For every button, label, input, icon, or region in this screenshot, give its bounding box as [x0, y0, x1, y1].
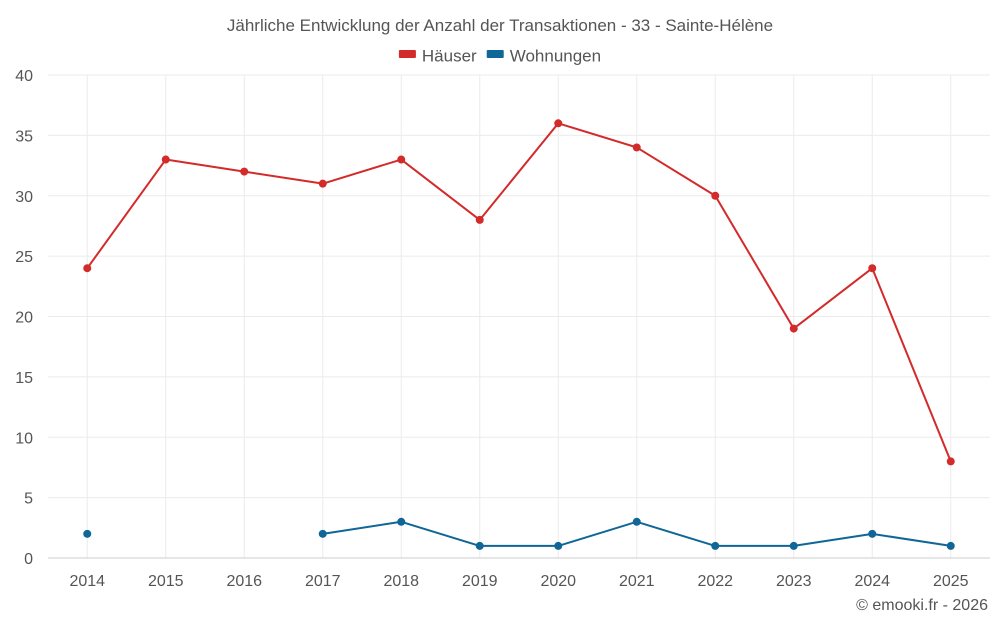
y-tick-label: 20	[15, 310, 33, 327]
y-tick-label: 5	[24, 491, 33, 508]
y-tick-label: 30	[15, 189, 33, 206]
legend-swatch	[486, 50, 504, 58]
x-tick-label: 2015	[148, 573, 184, 590]
data-point[interactable]	[83, 264, 92, 273]
data-point[interactable]	[397, 517, 406, 526]
legend: Häuser Wohnungen	[398, 46, 601, 65]
data-point[interactable]	[789, 324, 798, 333]
y-tick-label: 40	[15, 68, 33, 85]
data-point[interactable]	[161, 155, 170, 164]
data-point[interactable]	[789, 541, 798, 550]
y-tick-label: 0	[24, 551, 33, 568]
x-tick-label: 2020	[540, 573, 576, 590]
x-tick-label: 2019	[462, 573, 498, 590]
data-point[interactable]	[946, 457, 955, 466]
data-point[interactable]	[83, 529, 92, 538]
y-axis: 0 5 10 15 20 25 30 35 40	[15, 68, 33, 568]
chart-title: Jährliche Entwicklung der Anzahl der Tra…	[227, 16, 773, 35]
data-point[interactable]	[475, 215, 484, 224]
data-point[interactable]	[711, 541, 720, 550]
x-tick-label: 2025	[933, 573, 969, 590]
x-tick-label: 2014	[69, 573, 105, 590]
x-tick-label: 2022	[697, 573, 733, 590]
data-point[interactable]	[318, 179, 327, 188]
legend-swatch	[398, 50, 416, 58]
data-point[interactable]	[397, 155, 406, 164]
data-point[interactable]	[475, 541, 484, 550]
data-point[interactable]	[868, 264, 877, 273]
x-axis: 2014 2015 2016 2017 2018 2019 2020 2021 2022 2023…	[69, 573, 968, 590]
legend-item[interactable]: Wohnungen	[486, 46, 601, 65]
data-point[interactable]	[632, 143, 641, 152]
series-1	[83, 517, 955, 550]
legend-label: Wohnungen	[510, 46, 601, 65]
x-tick-label: 2021	[619, 573, 655, 590]
x-tick-label: 2016	[226, 573, 262, 590]
data-point[interactable]	[868, 529, 877, 538]
data-point[interactable]	[554, 119, 563, 128]
series-layer	[83, 119, 955, 550]
data-point[interactable]	[318, 529, 327, 538]
credit-text: © emooki.fr - 2026	[856, 597, 988, 614]
x-tick-label: 2017	[305, 573, 341, 590]
y-tick-label: 15	[15, 370, 33, 387]
y-tick-label: 10	[15, 430, 33, 447]
x-tick-label: 2024	[854, 573, 890, 590]
data-point[interactable]	[946, 541, 955, 550]
grid	[48, 74, 990, 559]
data-point[interactable]	[632, 517, 641, 526]
data-point[interactable]	[240, 167, 249, 176]
legend-item[interactable]: Häuser	[398, 46, 477, 65]
series-0	[83, 119, 955, 466]
x-tick-label: 2023	[776, 573, 812, 590]
data-point[interactable]	[711, 191, 720, 200]
legend-label: Häuser	[422, 46, 477, 65]
y-tick-label: 25	[15, 249, 33, 266]
series-line	[86, 122, 952, 462]
y-tick-label: 35	[15, 128, 33, 145]
x-tick-label: 2018	[383, 573, 419, 590]
data-point[interactable]	[554, 541, 563, 550]
